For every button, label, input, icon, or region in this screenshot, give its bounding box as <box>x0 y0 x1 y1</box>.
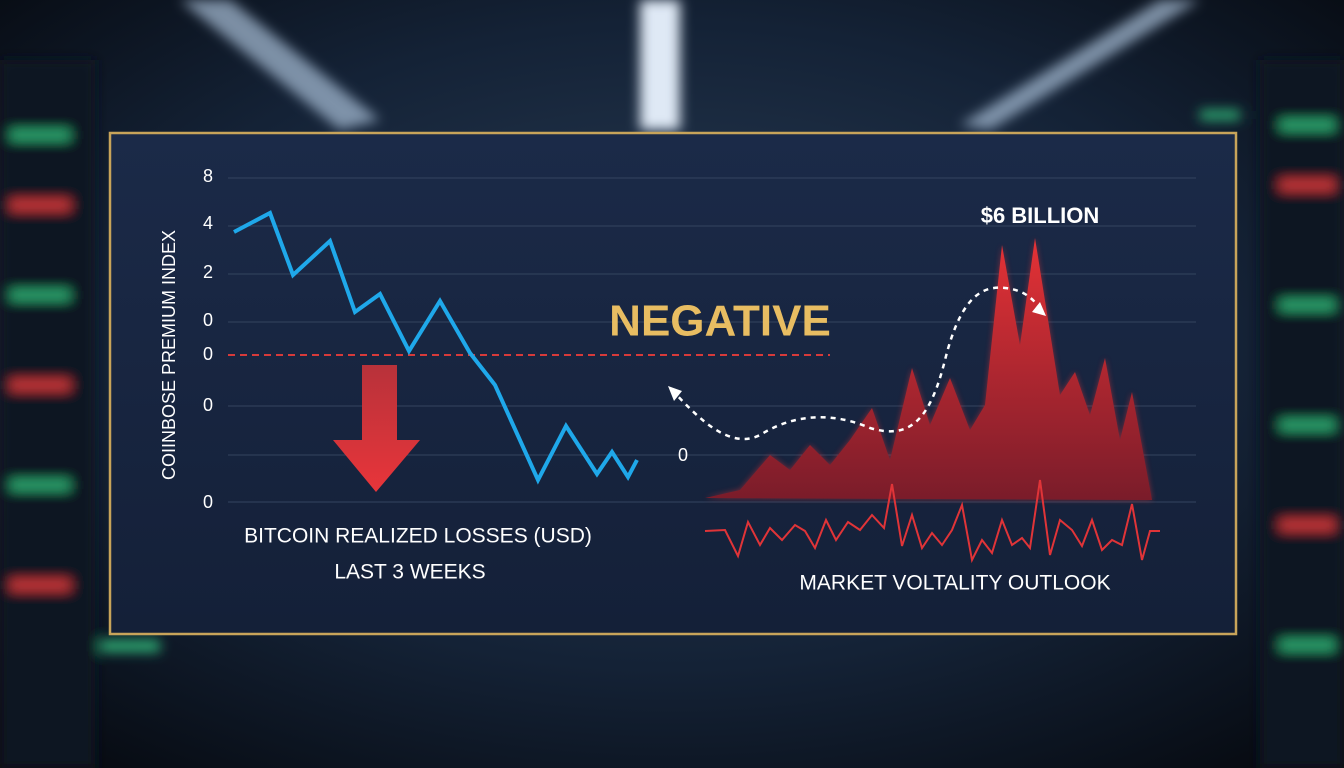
dotted-path <box>671 286 1044 441</box>
down-arrow <box>333 365 420 492</box>
y-tick-label: 8 <box>203 166 213 186</box>
y-tick-label: 0 <box>203 310 213 330</box>
right-axis-label: 0 <box>678 445 688 465</box>
y-tick-label: 4 <box>203 213 213 233</box>
right-caption: MARKET VOLTALITY OUTLOOK <box>799 572 1110 595</box>
volatility-line <box>704 479 1160 564</box>
negative-label: NEGATIVE <box>609 297 831 346</box>
path-arrow-right <box>1032 302 1046 316</box>
left-caption: BITCOIN REALIZED LOSSES (USD) <box>244 525 592 548</box>
y-tick-label: 0 <box>203 492 213 512</box>
y-axis-title: COIINBOSE PREMIUM INDEX <box>159 230 179 480</box>
y-tick-label: 0 <box>203 395 213 415</box>
y-tick-label: 2 <box>203 262 213 282</box>
y-ticks: 8 4 2 0 0 0 0 <box>203 166 213 512</box>
peak-label: $6 BILLION <box>981 203 1100 228</box>
premium-line <box>233 210 639 485</box>
left-subcaption: LAST 3 WEEKS <box>334 561 485 584</box>
y-tick-label: 0 <box>203 344 213 364</box>
path-arrow-left <box>668 386 682 401</box>
